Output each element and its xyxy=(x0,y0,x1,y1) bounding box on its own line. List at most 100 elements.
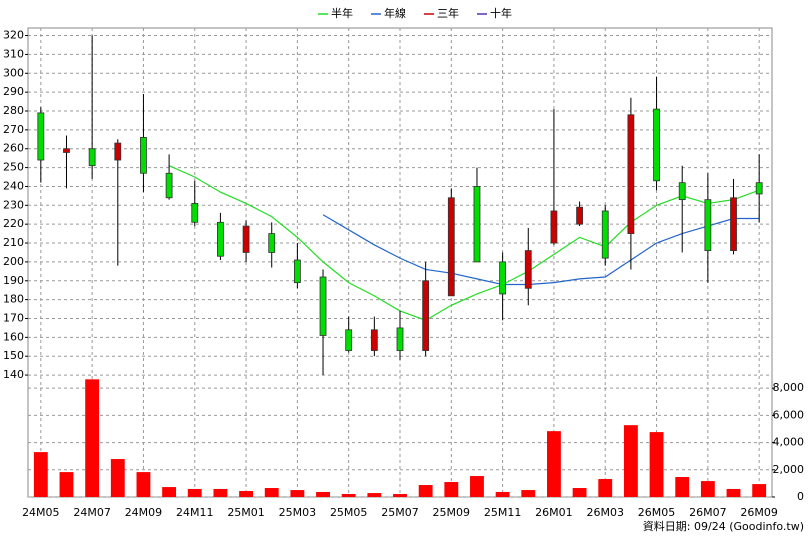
y-tick-label: 220 xyxy=(3,217,24,230)
volume-bar xyxy=(316,491,330,497)
y-tick-label: 290 xyxy=(3,85,24,98)
candle-body xyxy=(140,137,147,174)
volume-bar xyxy=(239,491,253,497)
y2-tick-label: 0 xyxy=(797,490,804,503)
y-tick-label: 260 xyxy=(3,142,24,155)
x-tick-label: 24M05 xyxy=(22,506,60,519)
candle-body xyxy=(653,108,660,182)
y-tick-label: 230 xyxy=(3,198,24,211)
y-tick-label: 140 xyxy=(3,368,24,381)
volume-bar xyxy=(623,425,638,497)
x-tick-label: 24M07 xyxy=(73,506,111,519)
candle-body xyxy=(345,329,353,351)
volume-bar xyxy=(162,487,177,497)
y-tick-label: 150 xyxy=(3,349,24,362)
candle-body xyxy=(37,112,45,161)
volume-bar xyxy=(444,482,459,497)
candle-body xyxy=(601,210,609,259)
candle-body xyxy=(499,261,507,295)
y-tick-label: 320 xyxy=(3,29,24,42)
y2-tick-label: 6,000 xyxy=(773,408,805,421)
y-tick-label: 180 xyxy=(3,293,24,306)
x-tick-label: 25M01 xyxy=(227,506,265,519)
volume-bar xyxy=(33,452,48,497)
candle-body xyxy=(242,225,250,253)
volume-bar xyxy=(649,432,664,497)
volume-bar xyxy=(752,484,767,497)
candle-body xyxy=(88,148,96,167)
x-tick-label: 26M03 xyxy=(586,506,624,519)
candle-body xyxy=(396,327,404,351)
y2-tick-label: 2,000 xyxy=(773,463,805,476)
x-tick-label: 24M11 xyxy=(176,506,214,519)
x-tick-label: 25M07 xyxy=(381,506,419,519)
candle-body xyxy=(524,250,532,289)
candle-body xyxy=(704,199,712,251)
volume-bar xyxy=(264,488,279,497)
x-tick-label: 25M05 xyxy=(330,506,368,519)
x-tick-label: 25M03 xyxy=(279,506,317,519)
volume-bar xyxy=(110,459,125,497)
volume-bar xyxy=(470,476,484,497)
volume-bar xyxy=(136,472,151,497)
x-tick-label: 26M09 xyxy=(740,506,778,519)
volume-bar xyxy=(572,488,587,497)
volume-bar xyxy=(675,477,690,497)
volume-bar xyxy=(213,488,228,497)
volume-bar xyxy=(187,488,202,497)
volume-bar xyxy=(393,494,407,497)
candle-body xyxy=(268,233,276,253)
volume-bar xyxy=(495,491,510,497)
volume-bar xyxy=(367,493,382,497)
candle-body xyxy=(293,259,301,284)
legend-label: 十年 xyxy=(490,6,512,20)
candle-body xyxy=(550,210,558,244)
y-tick-label: 300 xyxy=(3,66,24,79)
candle-body xyxy=(370,329,378,351)
volume-bar xyxy=(290,490,305,497)
y-tick-label: 250 xyxy=(3,161,24,174)
y-tick-label: 240 xyxy=(3,179,24,192)
source-note: 資料日期: 09/24 (Goodinfo.tw) xyxy=(643,519,804,533)
y-tick-label: 280 xyxy=(3,104,24,117)
candle-body xyxy=(217,221,224,257)
candle-body xyxy=(473,186,481,263)
volume-bar xyxy=(726,488,741,497)
y-tick-label: 270 xyxy=(3,123,24,136)
candle-body xyxy=(319,276,327,336)
legend-label: 三年 xyxy=(437,6,459,20)
legend-label: 年線 xyxy=(384,6,406,20)
candle-body xyxy=(755,182,763,195)
volume-bar xyxy=(521,490,536,497)
candle-body xyxy=(576,206,583,225)
y-tick-label: 170 xyxy=(3,311,24,324)
candle-body xyxy=(678,182,686,201)
y-tick-label: 310 xyxy=(3,47,24,60)
y2-tick-label: 4,000 xyxy=(773,436,805,449)
y-tick-label: 210 xyxy=(3,236,24,249)
volume-bar xyxy=(85,379,100,497)
y-tick-label: 200 xyxy=(3,255,24,268)
x-tick-label: 24M09 xyxy=(125,506,163,519)
candle-body xyxy=(730,197,737,251)
volume-bar xyxy=(59,472,74,497)
candle-body xyxy=(447,197,455,297)
volume-bar xyxy=(700,481,715,497)
x-tick-label: 26M07 xyxy=(689,506,727,519)
y2-tick-label: 8,000 xyxy=(773,381,805,394)
candle-body xyxy=(422,280,430,351)
volume-bar xyxy=(598,479,613,497)
volume-bar xyxy=(341,494,356,497)
x-tick-label: 25M11 xyxy=(484,506,522,519)
candle-body xyxy=(627,114,635,235)
x-tick-label: 26M05 xyxy=(638,506,676,519)
legend-label: 半年 xyxy=(331,6,353,20)
ma-line xyxy=(322,214,760,286)
candle-body xyxy=(165,172,173,199)
candle-body xyxy=(63,148,70,153)
y-tick-label: 190 xyxy=(3,274,24,287)
x-tick-label: 25M09 xyxy=(433,506,471,519)
ma-line xyxy=(168,165,760,322)
volume-bar xyxy=(418,485,433,497)
candle-body xyxy=(114,142,122,161)
